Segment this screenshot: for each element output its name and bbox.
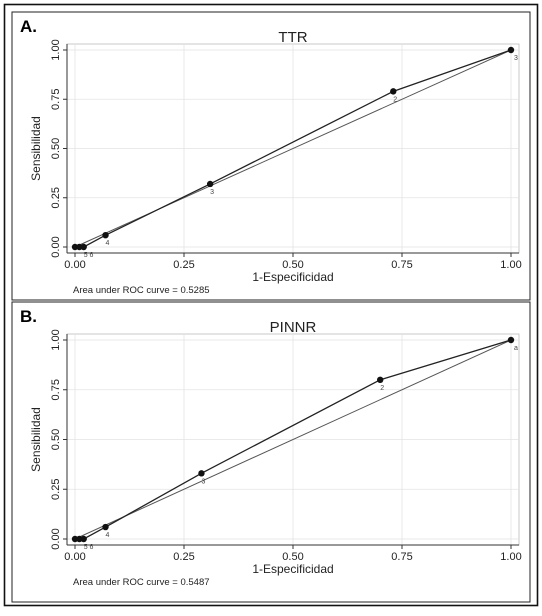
- y-tick-label: 0.50: [50, 429, 62, 450]
- y-tick-label: 0.00: [50, 236, 62, 257]
- y-tick-label: 0.75: [50, 379, 62, 400]
- roc-point: [102, 231, 109, 239]
- x-tick-label: 0.25: [173, 259, 194, 271]
- panel-a: A. TTR 0.00 0.25 0.50 0.75 1.00 0.00 0.25 0.50 0.7…: [11, 11, 531, 301]
- x-tick-label: 1.00: [500, 259, 521, 271]
- y-tick-label: 0.75: [50, 89, 62, 110]
- x-tick-label: 0.50: [282, 259, 303, 271]
- roc-point-label: 3: [514, 55, 518, 62]
- roc-point: [507, 46, 515, 54]
- roc-point-label: a: [514, 345, 518, 352]
- y-tick-label: 0.50: [50, 138, 62, 159]
- x-tick-label: 0.00: [64, 259, 85, 271]
- x-axis-title: 1-Especificidad: [252, 270, 333, 284]
- roc-point-label: 5 6: [84, 544, 94, 551]
- roc-point-label: 2: [393, 96, 397, 103]
- roc-point-label: 3: [210, 189, 214, 196]
- y-axis-title: Sensibilidad: [29, 407, 43, 472]
- roc-point: [102, 523, 109, 531]
- roc-point-label: 3: [201, 478, 205, 485]
- x-tick-label: 0.25: [173, 551, 194, 563]
- roc-point: [80, 535, 87, 543]
- panel-b: B. PINNR 0.00 0.25 0.50 0.75 1.00 0.00 0.25 0.50 0…: [11, 301, 531, 603]
- y-tick-label: 0.25: [50, 479, 62, 500]
- y-tick-label: 0.00: [50, 528, 62, 549]
- chart-title: PINNR: [270, 319, 317, 336]
- roc-point: [507, 336, 515, 344]
- auc-footnote: Area under ROC curve = 0.5285: [73, 285, 210, 296]
- roc-point: [377, 376, 384, 383]
- x-tick-label: 0.50: [282, 551, 303, 563]
- roc-point: [80, 243, 87, 251]
- roc-point: [206, 180, 214, 188]
- y-tick-label: 1.00: [50, 39, 62, 60]
- roc-point-label: 4: [106, 240, 110, 247]
- y-axis-title: Sensibilidad: [29, 116, 43, 181]
- x-tick-label: 0.75: [391, 551, 412, 563]
- chart-title: TTR: [278, 29, 307, 46]
- roc-point-label: 5 6: [84, 252, 94, 259]
- reference-line: [74, 339, 512, 540]
- x-tick-label: 0.00: [64, 551, 85, 563]
- panel-label: A.: [20, 17, 37, 36]
- roc-point-label: 4: [106, 532, 110, 539]
- roc-point: [198, 470, 205, 477]
- panel-label: B.: [20, 307, 37, 326]
- roc-point: [390, 88, 397, 95]
- roc-point-label: 2: [380, 385, 384, 392]
- x-axis-title: 1-Especificidad: [252, 562, 333, 576]
- x-tick-label: 1.00: [500, 551, 521, 563]
- x-tick-label: 0.75: [391, 259, 412, 271]
- y-tick-label: 0.25: [50, 187, 62, 208]
- y-tick-label: 1.00: [50, 329, 62, 350]
- auc-footnote: Area under ROC curve = 0.5487: [73, 577, 210, 588]
